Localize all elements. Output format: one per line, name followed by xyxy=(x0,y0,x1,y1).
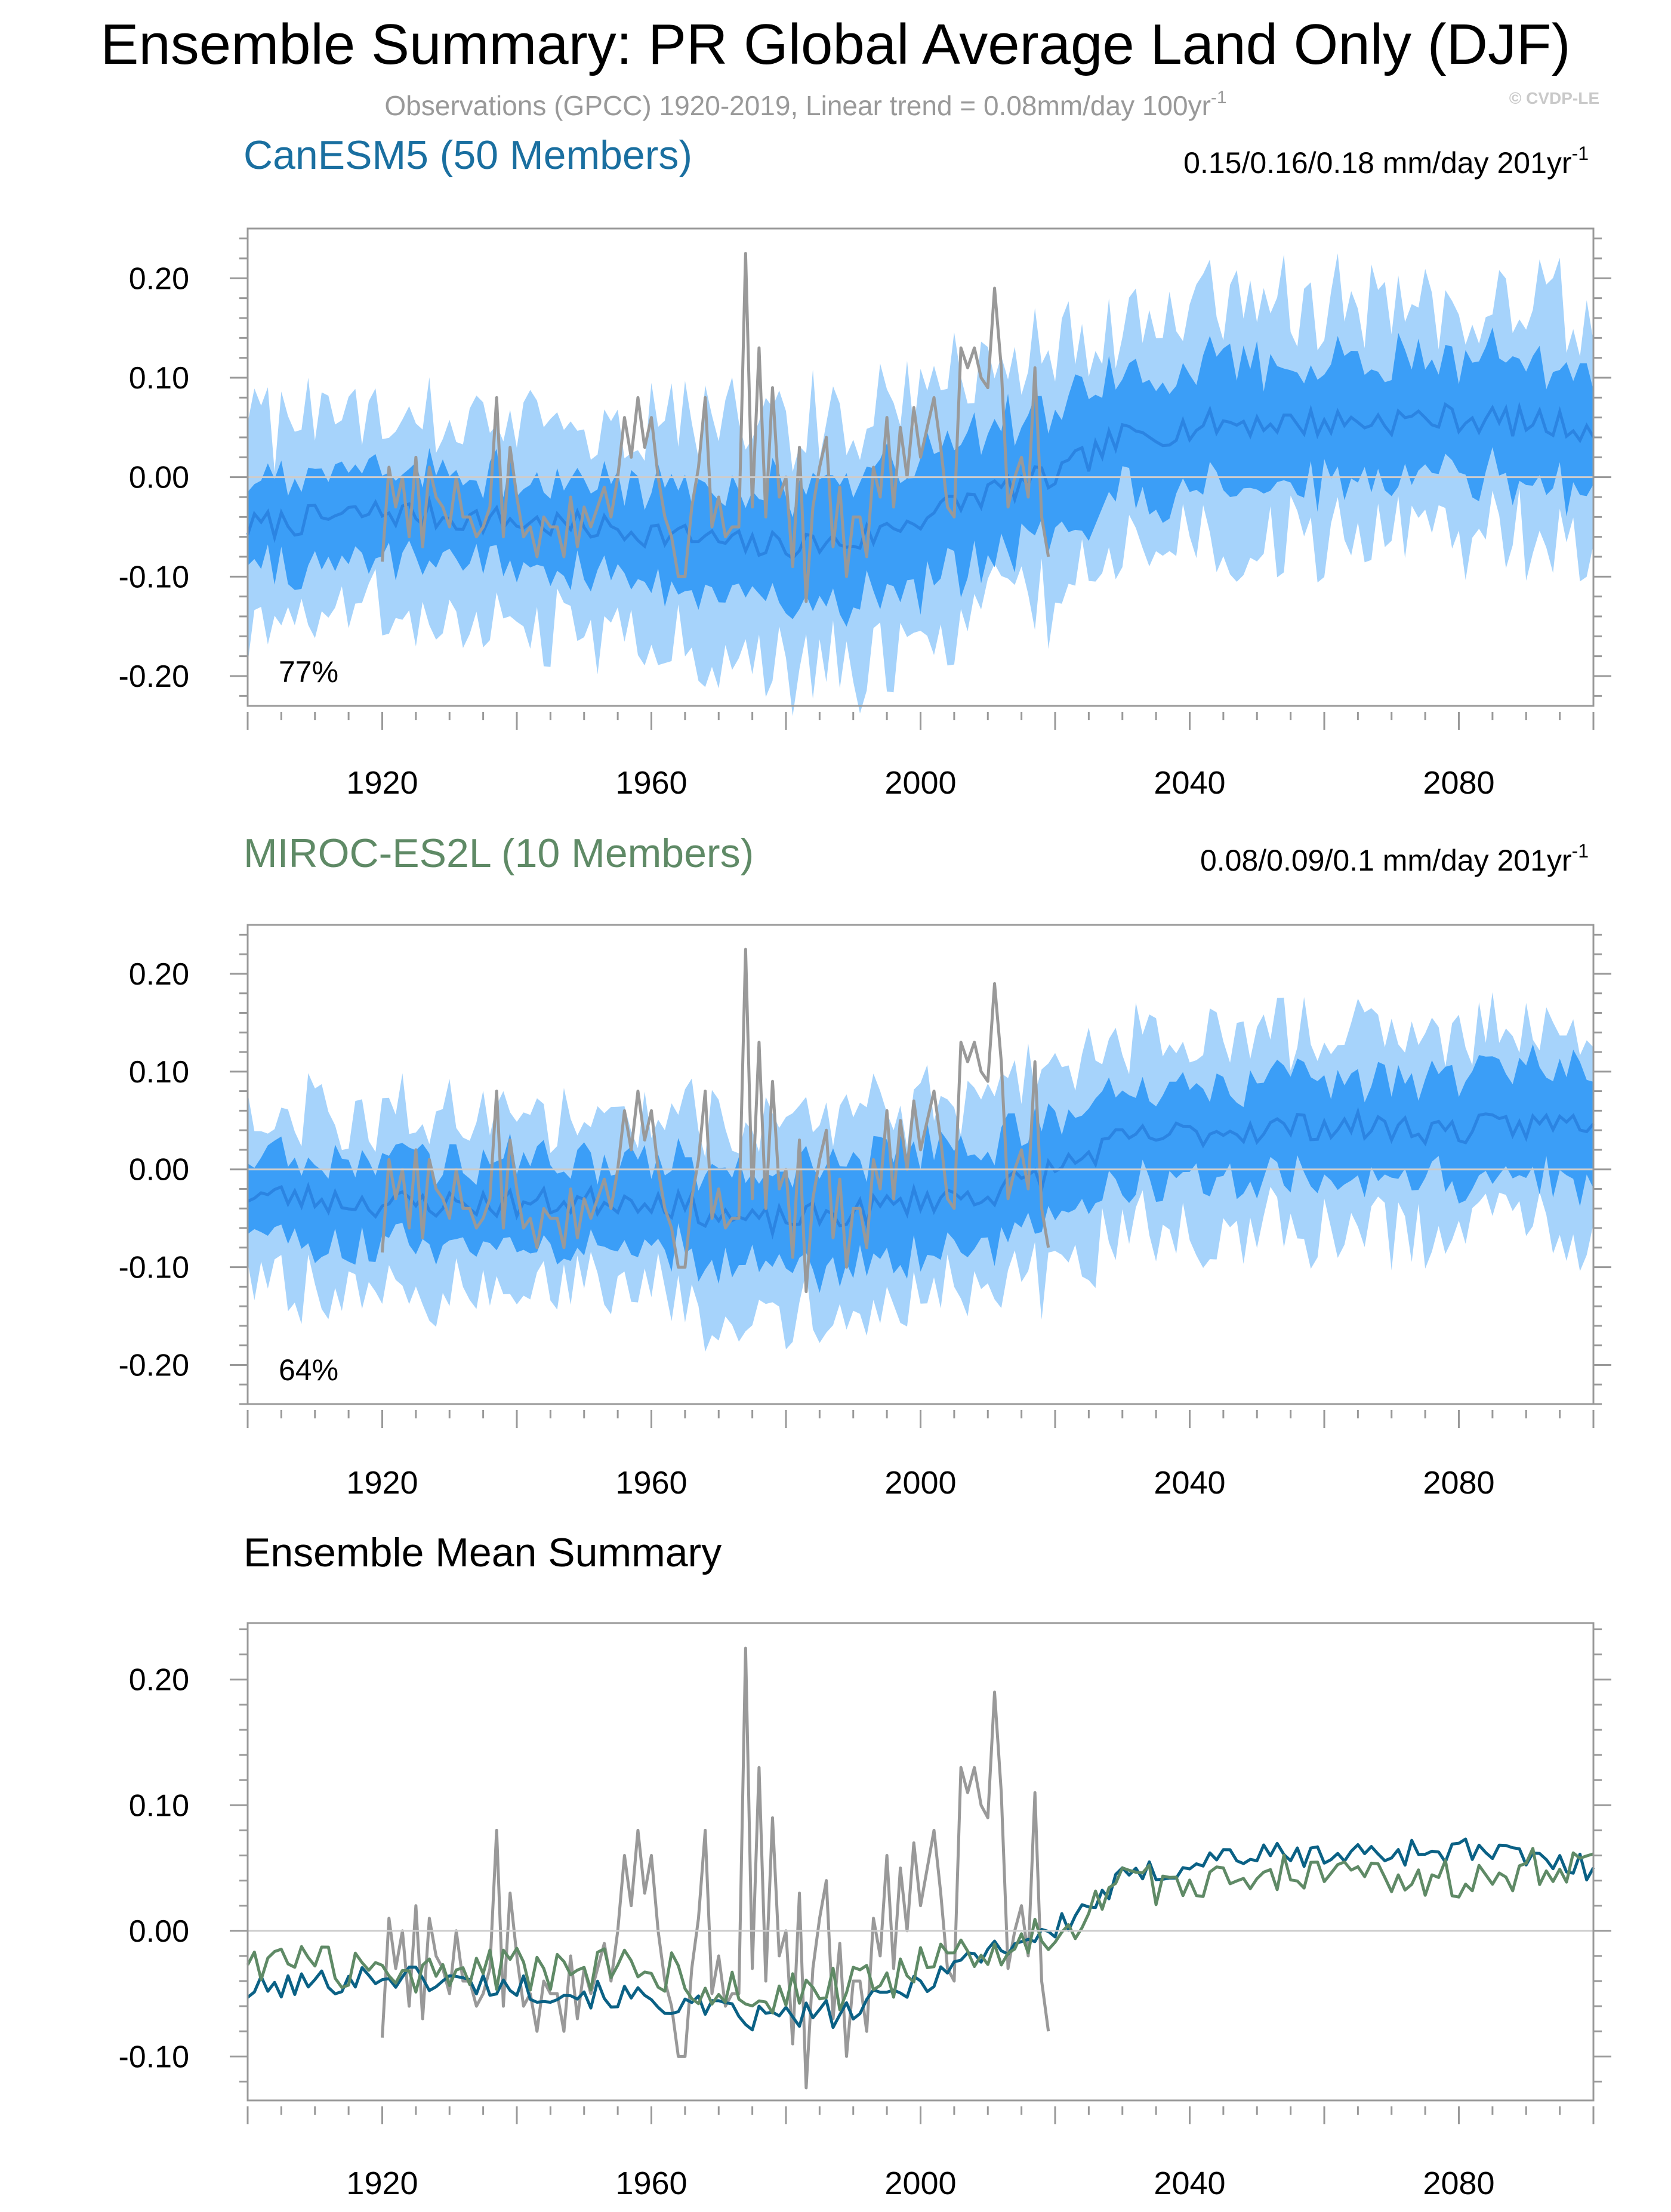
canesm5-chart: -0.20 -0.10 0.00 0.10 0.20 1920 1960 2000 2040 20… xyxy=(118,227,1611,801)
ensmean-ytick-label: 0.20 xyxy=(129,1663,189,1698)
miroc-observations-line xyxy=(381,948,1050,1294)
miroc-plot-frame xyxy=(246,924,1595,1405)
figure-title: Ensemble Summary: PR Global Average Land… xyxy=(100,13,1570,76)
ensmean-xtick-label: 2000 xyxy=(884,2165,956,2201)
canesm5-xtick-label: 1920 xyxy=(346,765,418,801)
ensmean-ytick-label: 0.10 xyxy=(129,1788,189,1823)
miroc-ytick-label: 0.20 xyxy=(129,957,189,992)
canesm5-ytick-label: -0.20 xyxy=(118,659,189,694)
miroc-ytick-label: 0.00 xyxy=(129,1153,189,1187)
miroc-percent-label: 64% xyxy=(279,1353,338,1387)
ensmean-xtick-label: 2040 xyxy=(1154,2165,1225,2201)
miroc-mean-line xyxy=(246,1847,1594,2014)
canesm5-ytick-label: 0.20 xyxy=(129,261,189,296)
canesm5-ensemble-mean-line xyxy=(246,401,1595,560)
canesm5-plot-frame xyxy=(246,227,1595,707)
miroc-trend-label: 0.08/0.09/0.1 mm/day 201yr-1 xyxy=(1200,840,1589,877)
ensmean-observations-line xyxy=(381,1646,1050,2090)
ensemble-mean-chart: -0.10 0.00 0.10 0.20 1920 1960 2000 2040 2080 xyxy=(118,1622,1611,2201)
canesm5-ytick-label: 0.10 xyxy=(129,361,189,396)
miroc-xtick-label: 2040 xyxy=(1154,1465,1225,1501)
ensmean-plot-frame xyxy=(246,1622,1595,2102)
miroc-ytick-label: -0.10 xyxy=(118,1251,189,1285)
canesm5-xtick-label: 2080 xyxy=(1423,765,1494,801)
canesm5-xtick-label: 2040 xyxy=(1154,765,1225,801)
miroc-chart: -0.20 -0.10 0.00 0.10 0.20 1920 1960 2000 2040 20… xyxy=(118,924,1611,1501)
miroc-xtick-label: 2080 xyxy=(1423,1465,1494,1501)
canesm5-trend-label: 0.15/0.16/0.18 mm/day 201yr-1 xyxy=(1183,143,1589,180)
canesm5-observations-line xyxy=(381,252,1050,603)
canesm5-percent-label: 77% xyxy=(279,655,338,689)
ensemble-mean-panel-title: Ensemble Mean Summary xyxy=(243,1530,722,1575)
miroc-panel-title: MIROC-ES2L (10 Members) xyxy=(243,831,754,876)
ensmean-xtick-label: 2080 xyxy=(1423,2165,1494,2201)
watermark: © CVDP-LE xyxy=(1509,89,1599,107)
miroc-xtick-label: 1960 xyxy=(615,1465,687,1501)
ensmean-xtick-label: 1960 xyxy=(615,2165,687,2201)
canesm5-panel-title: CanESM5 (50 Members) xyxy=(243,132,692,178)
miroc-inner-spread-band xyxy=(248,1044,1593,1293)
observations-subtitle: Observations (GPCC) 1920-2019, Linear tr… xyxy=(384,88,1226,121)
miroc-ytick-label: 0.10 xyxy=(129,1055,189,1090)
ensmean-ytick-label: 0.00 xyxy=(129,1914,189,1949)
ensmean-ytick-label: -0.10 xyxy=(118,2040,189,2074)
canesm5-xtick-label: 1960 xyxy=(615,765,687,801)
canesm5-xtick-label: 2000 xyxy=(884,765,956,801)
miroc-ytick-label: -0.20 xyxy=(118,1348,189,1383)
miroc-xtick-label: 2000 xyxy=(884,1465,956,1501)
ensmean-xtick-label: 1920 xyxy=(346,2165,418,2201)
miroc-xtick-label: 1920 xyxy=(346,1465,418,1501)
canesm5-ytick-label: -0.10 xyxy=(118,560,189,594)
canesm5-mean-line xyxy=(246,1837,1595,2032)
canesm5-ytick-label: 0.00 xyxy=(129,461,189,495)
